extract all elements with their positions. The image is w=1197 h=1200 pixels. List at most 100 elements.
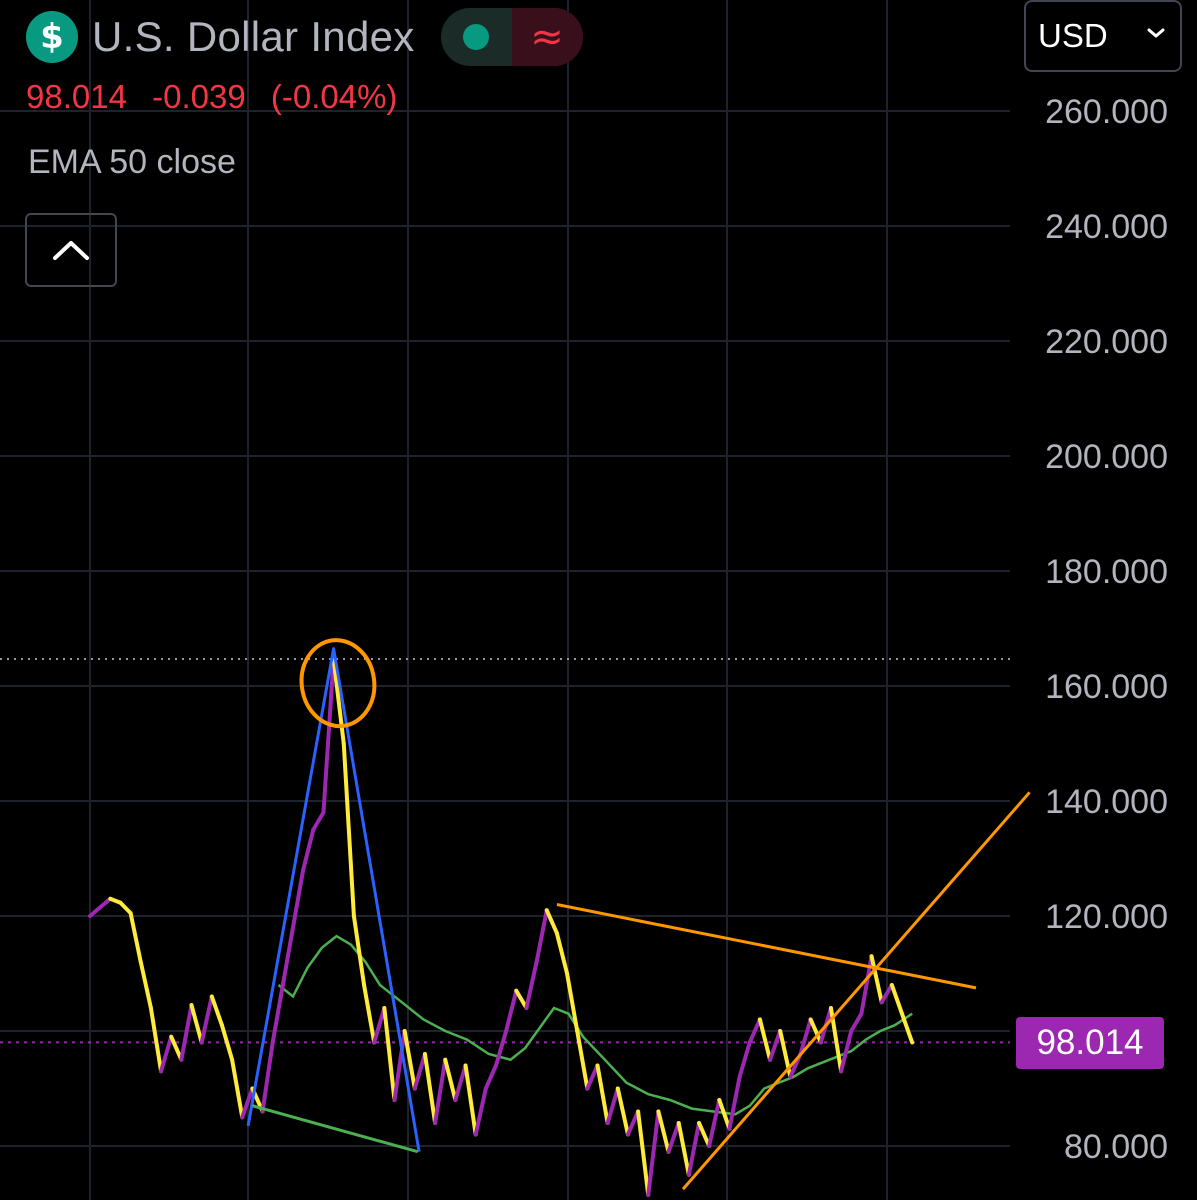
price-segment <box>747 1017 762 1045</box>
market-open-dot-icon <box>463 24 490 50</box>
price-segment <box>128 911 143 964</box>
price-segment <box>656 1109 671 1154</box>
price-segment <box>615 1086 630 1137</box>
currency-value: USD <box>1038 17 1108 54</box>
drawings <box>246 638 1031 1191</box>
price-segment <box>504 988 519 1033</box>
price-segment <box>625 1109 641 1137</box>
y-tick-label: 220.000 <box>1045 323 1168 361</box>
orange-trend-line <box>556 903 977 990</box>
y-tick-label: 240.000 <box>1045 208 1168 246</box>
price-segment <box>433 1057 448 1125</box>
price-segment <box>291 867 306 930</box>
orange-circle-annotation <box>299 638 377 729</box>
price-segment <box>179 1003 194 1062</box>
y-tick-label: 160.000 <box>1045 668 1168 706</box>
price-segment <box>118 900 133 916</box>
chart-grid <box>0 0 1010 1200</box>
price-segment <box>900 1011 915 1045</box>
price-segment <box>301 827 316 872</box>
ema-series <box>277 934 913 1116</box>
price-segment <box>169 1034 184 1062</box>
price-segment <box>362 982 377 1045</box>
price-segment <box>524 959 539 1010</box>
price-segment <box>483 1063 498 1091</box>
y-tick-label: 120.000 <box>1045 898 1168 936</box>
price-segment <box>697 1120 712 1148</box>
price-segment <box>849 1011 864 1033</box>
y-tick-label: 200.000 <box>1045 438 1168 476</box>
price-segment <box>808 1017 823 1045</box>
blue-trend-line <box>246 647 421 1152</box>
price-segment <box>331 656 346 746</box>
y-tick-label: 180.000 <box>1045 553 1168 591</box>
price-segment <box>311 810 326 832</box>
price-segment <box>514 988 529 1010</box>
indicator-label[interactable]: EMA 50 close <box>28 143 236 181</box>
price-segment <box>889 982 904 1016</box>
price-segment <box>372 1005 387 1045</box>
price-series <box>88 656 915 1197</box>
price-segment <box>260 1040 275 1114</box>
symbol-row: $ U.S. Dollar Index ≈ <box>26 8 583 66</box>
price-segment <box>636 1109 651 1197</box>
price-segment <box>159 1034 174 1074</box>
price-segment <box>463 1063 478 1137</box>
price-segment <box>534 908 549 964</box>
ema-50-line <box>277 934 913 1116</box>
price-segment <box>605 1086 620 1125</box>
price-segment <box>494 1028 509 1068</box>
price-segment <box>219 1023 235 1062</box>
orange-trend-line <box>681 791 1031 1191</box>
price-segment <box>280 925 295 987</box>
price-segment <box>565 971 580 1033</box>
price-segment <box>869 954 884 1005</box>
y-tick-label: 260.000 <box>1045 93 1168 131</box>
quote-row: 98.014 -0.039 (-0.04%) <box>26 78 413 116</box>
price-segment <box>686 1120 701 1177</box>
price-segment <box>88 905 103 918</box>
currency-select[interactable]: USD <box>1024 0 1182 72</box>
price-segment <box>727 1074 742 1131</box>
price-segment <box>768 1028 783 1062</box>
green-trend-line <box>251 1104 419 1154</box>
price-segment <box>585 1063 600 1091</box>
approx-icon[interactable]: ≈ <box>511 8 583 66</box>
market-status-open[interactable] <box>441 8 512 66</box>
price-segment <box>798 1017 813 1056</box>
current-price-label: 98.014 <box>1016 1017 1164 1069</box>
price-segment <box>341 741 356 918</box>
chevron-down-icon <box>1147 28 1165 38</box>
price-segment <box>443 1057 458 1102</box>
price-segment <box>879 982 894 1005</box>
price-segment <box>98 896 113 910</box>
price-segment <box>412 1051 427 1091</box>
chart-header: $ U.S. Dollar Index ≈ 98.014 -0.039 (-0.… <box>0 0 1000 300</box>
reference-lines <box>0 657 1010 1044</box>
price-segment <box>148 1005 164 1074</box>
price-segment <box>757 1017 773 1062</box>
symbol-title[interactable]: U.S. Dollar Index <box>92 13 415 60</box>
price-segment <box>575 1028 590 1091</box>
y-tick-label: 80.000 <box>1064 1128 1168 1166</box>
price-axis[interactable]: 260.000 240.000 220.000 200.000 180.000 160.0… <box>1045 93 1168 1166</box>
collapse-legend-button[interactable] <box>25 213 117 287</box>
price-segment <box>646 1109 661 1197</box>
y-tick-label: 140.000 <box>1045 783 1168 821</box>
price-segment <box>402 1028 417 1091</box>
price-segment <box>209 994 224 1028</box>
price-segment <box>189 1003 204 1045</box>
market-status-pill[interactable]: ≈ <box>440 8 583 66</box>
price-segment <box>230 1057 245 1120</box>
price-segment <box>666 1120 681 1154</box>
price-segment <box>717 1097 732 1131</box>
price-segment <box>544 908 559 936</box>
price-segment <box>351 913 367 987</box>
price-change-percent: (-0.04%) <box>270 78 398 115</box>
price-segment <box>839 1028 854 1074</box>
price-change: -0.039 <box>152 78 246 115</box>
price-segment <box>554 931 570 976</box>
price-segment <box>138 959 153 1010</box>
dollar-sign-icon[interactable]: $ <box>26 11 78 63</box>
